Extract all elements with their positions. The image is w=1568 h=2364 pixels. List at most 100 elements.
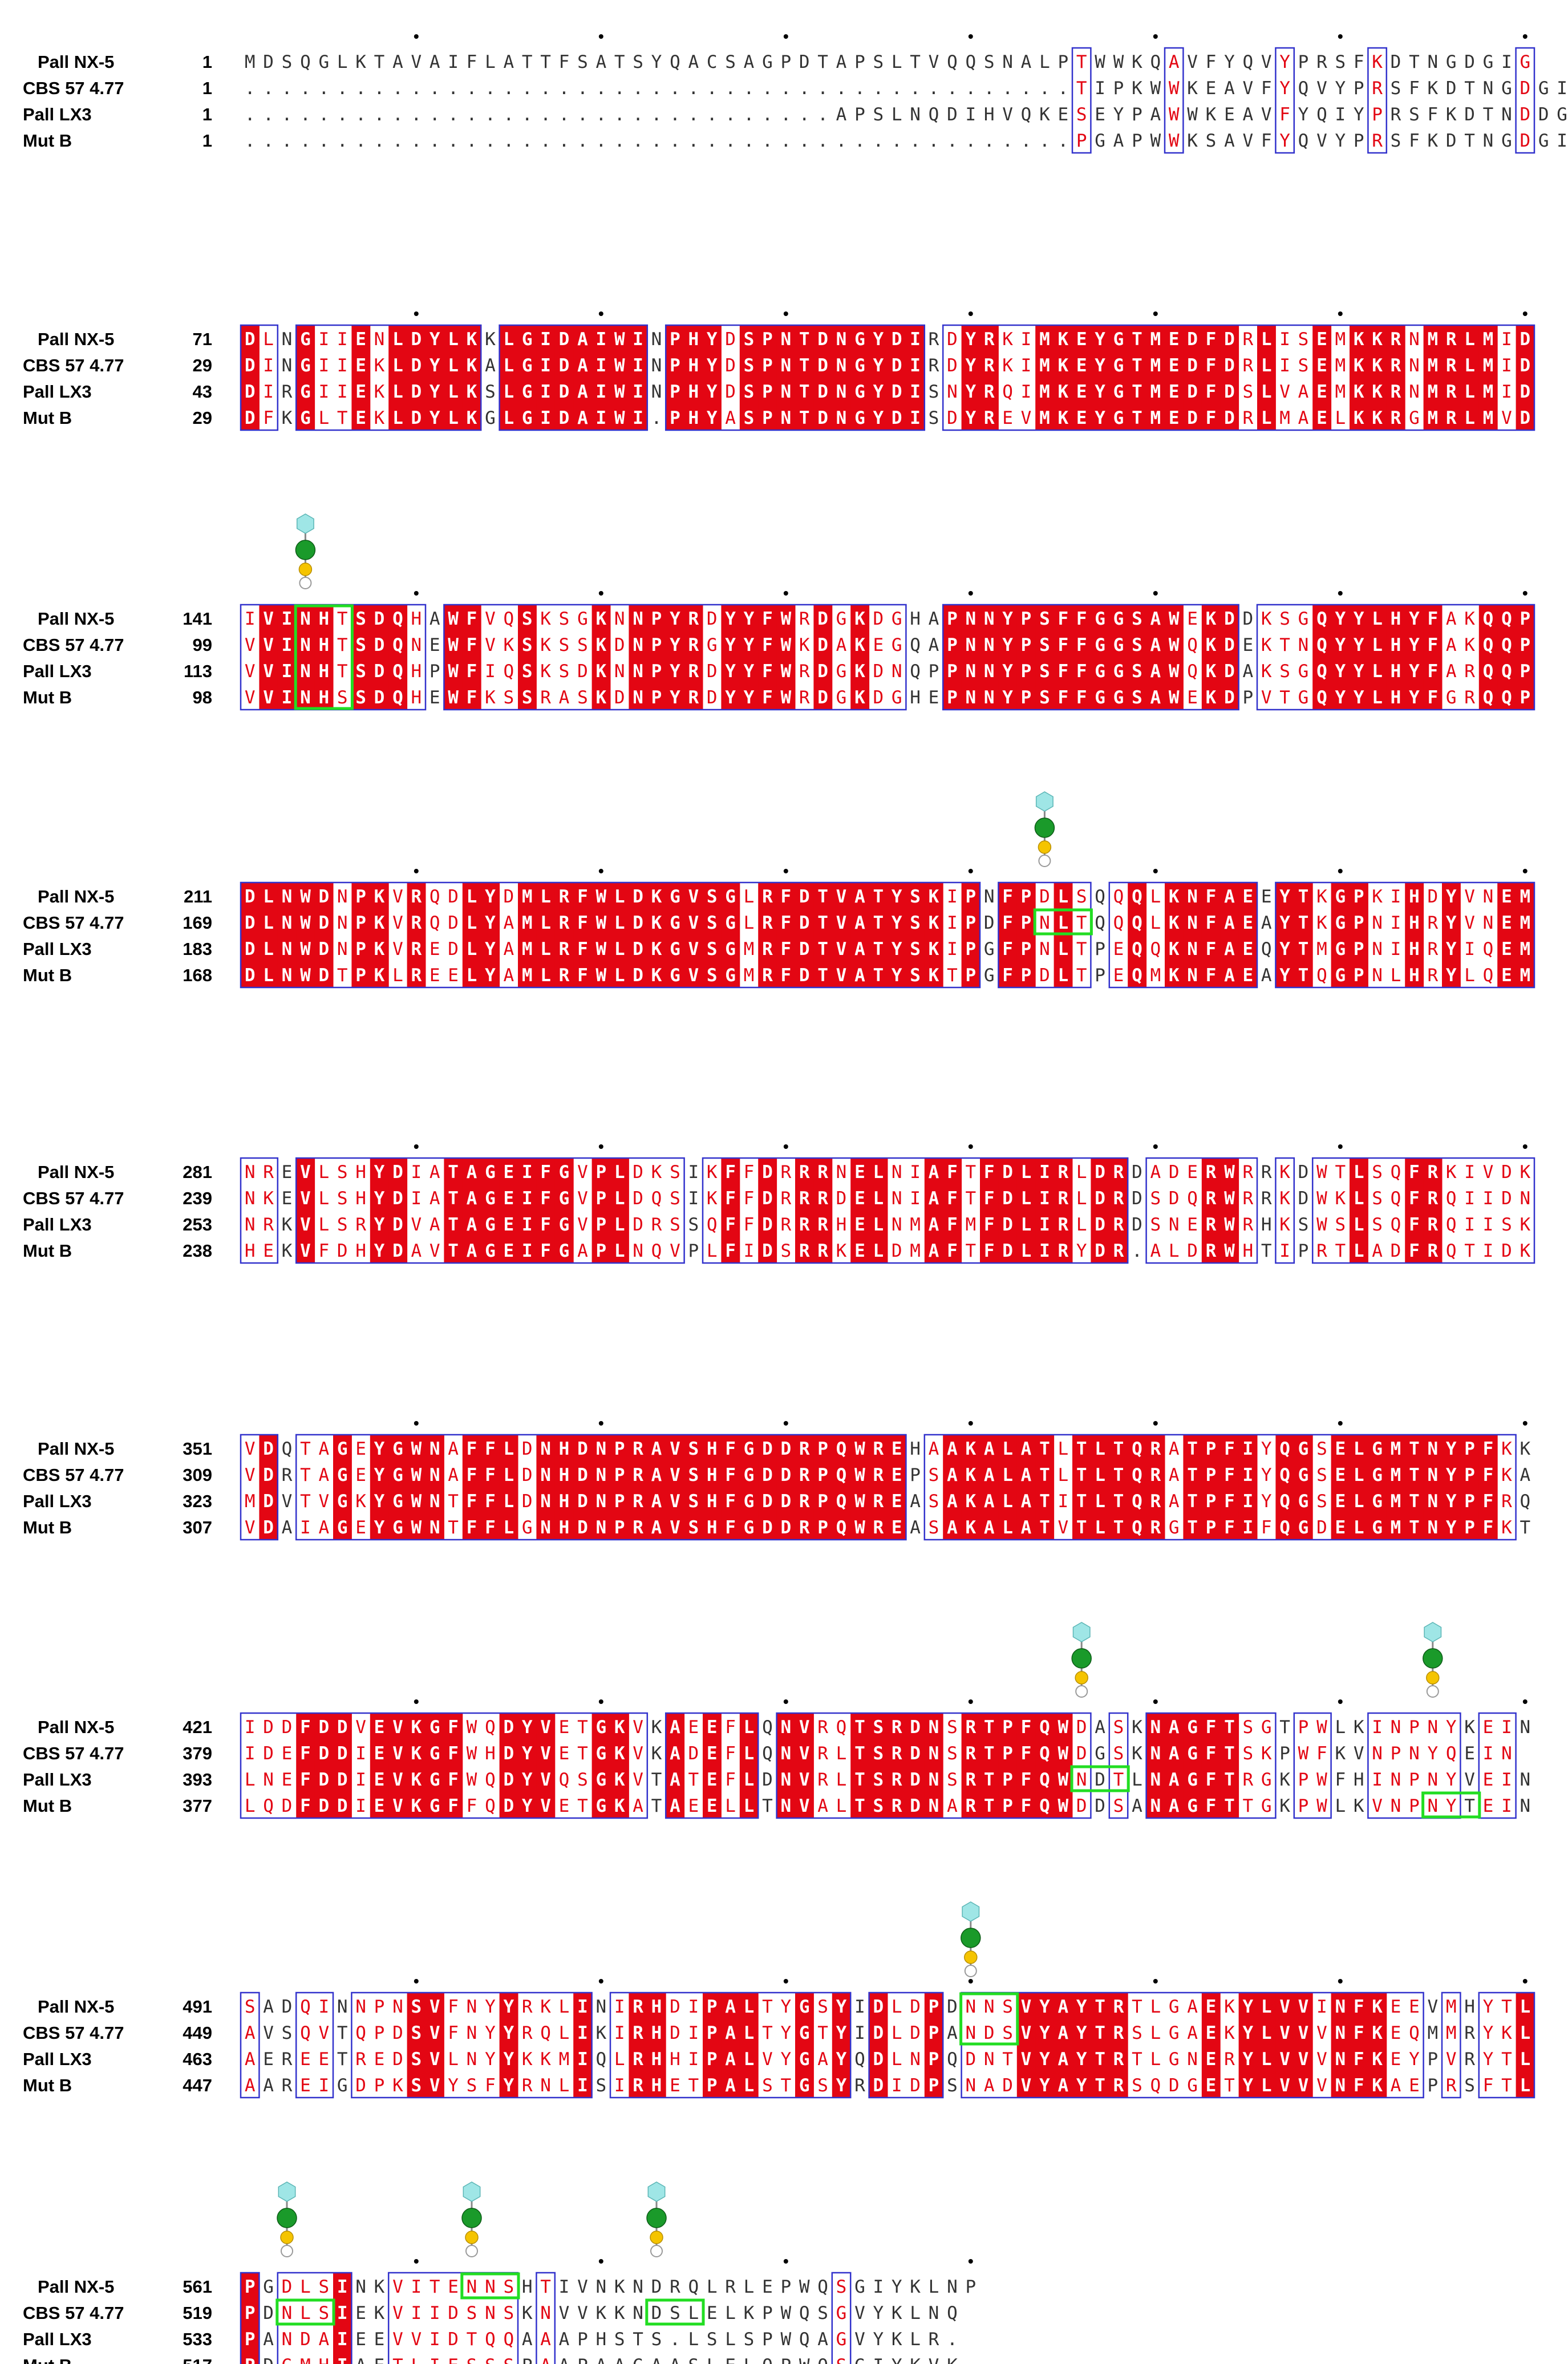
residue: D <box>355 2075 366 2096</box>
identical-column <box>813 325 833 430</box>
residue: . <box>780 78 791 99</box>
residue: P <box>1021 635 1032 655</box>
residue: . <box>1002 131 1013 151</box>
residue: N <box>1298 635 1309 655</box>
residue: Y <box>965 355 976 376</box>
residue: A <box>1520 1465 1530 1485</box>
conservation-box <box>665 324 926 431</box>
residue: D <box>762 1491 773 1512</box>
residue: A <box>670 1770 680 1790</box>
residue: I <box>245 1743 256 1764</box>
residue: H <box>355 1188 366 1209</box>
residue: S <box>1039 609 1050 629</box>
residue: P <box>1132 104 1142 125</box>
residue: F <box>1261 1517 1272 1538</box>
residue: A <box>725 1997 736 2017</box>
residue: R <box>799 1188 810 1209</box>
residue: T <box>1132 382 1142 402</box>
residue: K <box>1169 965 1180 986</box>
glycosylation-site-box <box>1033 908 1093 936</box>
alignment-block: Pall NX-5 351 V D Q T A G E Y G W N A F F L D N H D N P R A V S H F G… <box>23 1421 1530 1541</box>
identical-column <box>1405 1435 1424 1540</box>
identical-column <box>426 1713 444 1818</box>
residue: P <box>577 2355 588 2364</box>
residue: K <box>540 2049 551 2070</box>
residue: G <box>485 408 496 428</box>
residue: S <box>1242 382 1253 402</box>
residue: T <box>854 1796 865 1816</box>
residue: . <box>780 104 791 125</box>
residue: R <box>633 2023 643 2043</box>
residue: K <box>485 329 496 350</box>
residue: R <box>799 1162 810 1183</box>
residue: Q <box>1095 913 1105 933</box>
residue: R <box>817 1188 828 1209</box>
residue: D <box>762 1188 773 1209</box>
residue: R <box>817 1215 828 1235</box>
identical-column <box>629 605 648 710</box>
identical-column <box>444 605 463 710</box>
residue: F <box>1002 939 1013 960</box>
residue: D <box>1520 382 1530 402</box>
residue: E <box>1464 1743 1475 1764</box>
sequence-label: Mut B <box>23 1517 72 1537</box>
residue: F <box>1427 635 1438 655</box>
residue: G <box>392 1491 403 1512</box>
residue: Q <box>485 2329 496 2350</box>
residue: I <box>854 2023 865 2043</box>
residue: Q <box>1409 2023 1420 2043</box>
residue: L <box>503 1439 514 1459</box>
residue: F <box>1409 1188 1420 1209</box>
alignment-block: Pall NX-5 281 N R E V L S H Y D I A T A G E I F G V P L D K S I K F F… <box>23 1144 1535 1264</box>
residue: . <box>799 131 810 151</box>
residue: . <box>633 78 643 99</box>
residue: T <box>577 1743 588 1764</box>
glycan-base-icon <box>281 2245 293 2257</box>
residue: G <box>577 609 588 629</box>
residue: D <box>670 1997 680 2017</box>
residue: A <box>1132 1796 1142 1816</box>
identical-column <box>850 1435 870 1540</box>
identical-column <box>666 883 685 987</box>
residue: I <box>577 2075 588 2096</box>
residue: E <box>1335 1491 1346 1512</box>
glycan-mannose-icon <box>295 540 316 560</box>
residue: G <box>1261 1796 1272 1816</box>
residue: V <box>1298 2075 1309 2096</box>
residue: . <box>836 131 847 151</box>
residue: F <box>1427 661 1438 682</box>
residue: S <box>577 1770 588 1790</box>
residue: L <box>540 913 551 933</box>
residue: D <box>263 1743 274 1764</box>
residue: D <box>1076 1743 1087 1764</box>
residue: L <box>1354 1465 1364 1485</box>
residue: L <box>744 886 755 907</box>
residue: L <box>1261 355 1272 376</box>
residue: L <box>707 2355 718 2364</box>
residue: I <box>540 382 551 402</box>
residue: . <box>337 104 348 125</box>
residue: R <box>1464 2049 1475 2070</box>
residue: S <box>1150 1188 1161 1209</box>
glycosylation-site-box <box>460 2272 520 2300</box>
residue: D <box>282 1717 293 1738</box>
sequence-label: CBS 57 4.77 <box>23 913 124 933</box>
identical-column <box>795 1713 814 1818</box>
residue: W <box>1224 1215 1235 1235</box>
residue: . <box>595 78 606 99</box>
residue: E <box>892 1465 902 1485</box>
residue: V <box>577 2277 588 2297</box>
residue: D <box>318 1770 329 1790</box>
residue: K <box>374 408 385 428</box>
residue: H <box>318 635 329 655</box>
residue: K <box>744 2303 755 2323</box>
residue: K <box>263 1188 274 1209</box>
residue: Y <box>1354 104 1364 125</box>
residue: Q <box>762 1717 773 1738</box>
residue: I <box>430 2303 440 2323</box>
residue: S <box>1206 131 1217 151</box>
glycan-galactose-icon <box>964 1950 978 1964</box>
residue: E <box>300 2049 311 2070</box>
residue: N <box>780 1770 791 1790</box>
residue: R <box>892 1717 902 1738</box>
